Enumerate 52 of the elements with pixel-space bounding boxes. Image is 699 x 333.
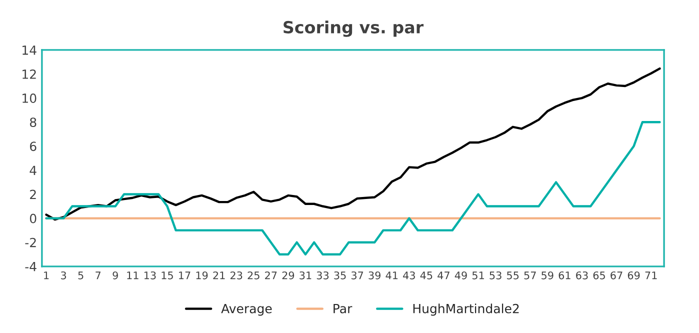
x-tick-label: 3 — [61, 271, 66, 280]
y-tick-label: 4 — [30, 166, 36, 175]
x-tick-label: 45 — [420, 272, 432, 280]
x-tick-label: 29 — [282, 271, 294, 280]
legend-label: HughMartindale2 — [413, 304, 519, 316]
y-tick-label: 14 — [22, 46, 36, 55]
y-tick-label: 0 — [30, 214, 36, 224]
x-tick-label: 7 — [96, 272, 101, 280]
x-tick-label: 23 — [230, 271, 242, 280]
line-series — [45, 120, 661, 256]
x-tick-label: 13 — [144, 271, 156, 280]
x-tick-label: 55 — [507, 272, 519, 280]
x-tick-label: 19 — [196, 271, 208, 280]
x-tick-label: 5 — [78, 272, 84, 280]
x-tick-label: 59 — [542, 271, 554, 280]
x-tick-label: 67 — [610, 271, 622, 280]
y-tick-label: -2 — [25, 238, 36, 248]
y-tick-label: 8 — [30, 118, 36, 128]
x-tick-label: 37 — [351, 271, 364, 280]
x-tick-label: 27 — [265, 271, 277, 280]
y-tick-label: 12 — [22, 69, 36, 79]
x-tick-label: 47 — [438, 272, 450, 280]
x-tick-label: 1 — [44, 272, 49, 280]
y-tick-label: 6 — [30, 142, 36, 152]
legend-label: Par — [334, 304, 352, 314]
chart-title: Scoring vs. par — [284, 20, 424, 37]
x-tick-label: 33 — [316, 271, 329, 280]
x-tick-label: 71 — [645, 272, 657, 280]
x-tick-label: 65 — [593, 271, 605, 280]
x-tick-label: 49 — [454, 271, 467, 280]
x-tick-label: 57 — [524, 272, 536, 280]
line-series — [45, 67, 661, 221]
x-tick-label: 35 — [334, 271, 346, 280]
x-tick-label: 53 — [490, 271, 502, 280]
x-tick-label: 9 — [112, 271, 118, 280]
x-tick-label: 15 — [162, 272, 173, 280]
y-tick-label: 10 — [22, 94, 36, 103]
x-tick-label: 31 — [300, 271, 312, 280]
x-tick-label: 21 — [213, 271, 225, 280]
x-tick-label: 41 — [386, 272, 398, 280]
x-tick-label: 25 — [248, 271, 260, 280]
x-tick-label: 43 — [403, 271, 415, 280]
y-tick-label: -4 — [25, 262, 36, 272]
x-tick-label: 11 — [127, 272, 138, 280]
y-tick-label: 2 — [30, 190, 36, 199]
x-tick-label: 39 — [368, 271, 380, 280]
x-tick-label: 17 — [179, 272, 190, 280]
x-tick-label: 61 — [558, 271, 570, 280]
x-tick-label: 63 — [576, 271, 588, 280]
x-tick-label: 69 — [628, 271, 640, 280]
x-tick-label: 51 — [472, 272, 484, 280]
legend-label: Average — [221, 304, 272, 316]
